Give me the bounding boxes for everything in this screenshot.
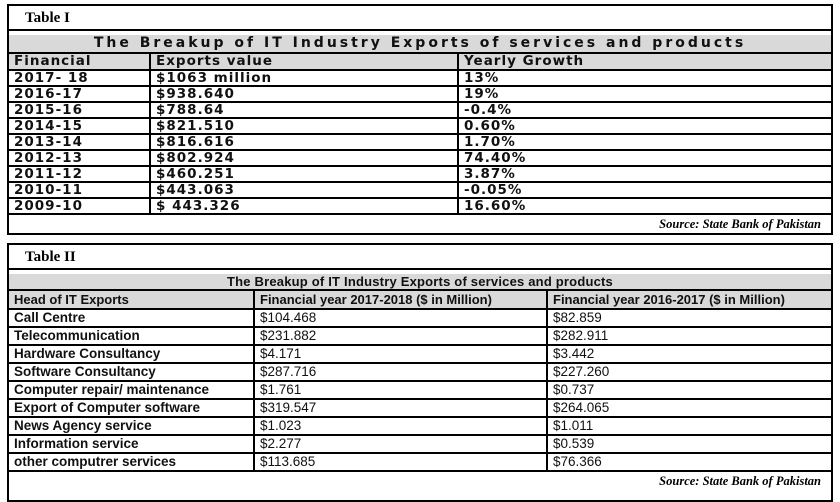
table-row: 2016-17 $938.640 19%: [9, 85, 831, 103]
table-cell: $231.882: [253, 326, 548, 346]
table-row: 2009-10 $ 443.326 16.60%: [9, 197, 831, 215]
table1-caption: Table I: [9, 6, 831, 31]
table-cell: 2009-10: [9, 197, 151, 215]
table-cell: $460.251: [149, 165, 459, 183]
table-cell: other computrer services: [9, 452, 255, 472]
table1-header-row: Financial Exports value Yearly Growth: [9, 52, 831, 71]
column-header-fy-2016-2017: Financial year 2016-2017 ($ in Million): [546, 289, 831, 310]
table2: The Breakup of IT Industry Exports of se…: [9, 274, 831, 472]
table1-container: Table I The Breakup of IT Industry Expor…: [7, 4, 833, 235]
table2-header-row: Head of IT Exports Financial year 2017-2…: [9, 289, 831, 310]
table-cell: $816.616: [149, 133, 459, 151]
table-row: 2010-11 $443.063 -0.05%: [9, 181, 831, 199]
table-row: Call Centre $104.468 $82.859: [9, 308, 831, 328]
table-cell: 2011-12: [9, 165, 151, 183]
table-row: Software Consultancy $287.716 $227.260: [9, 362, 831, 382]
table2-title: The Breakup of IT Industry Exports of se…: [9, 274, 831, 291]
table-cell: 2017- 18: [9, 69, 151, 87]
table-cell: Hardware Consultancy: [9, 344, 255, 364]
table-row: Export of Computer software $319.547 $264.…: [9, 398, 831, 418]
table-cell: 2016-17: [9, 85, 151, 103]
table-cell: $443.063: [149, 181, 459, 199]
table2-title-row: The Breakup of IT Industry Exports of se…: [9, 274, 831, 291]
column-header-head-of-it-exports: Head of IT Exports: [9, 289, 255, 310]
table1-source-note: Source: State Bank of Pakistan: [659, 217, 821, 231]
table-row: 2015-16 $788.64 -0.4%: [9, 101, 831, 119]
table-cell: $788.64: [149, 101, 459, 119]
table-cell: $3.442: [546, 344, 831, 364]
table-cell: $0.539: [546, 434, 831, 454]
table-cell: 74.40%: [457, 149, 831, 167]
table-cell: $264.065: [546, 398, 831, 418]
column-header-exports-value: Exports value: [149, 52, 459, 71]
table-cell: $227.260: [546, 362, 831, 382]
table-cell: 2013-14: [9, 133, 151, 151]
table1-body: 2017- 18 $1063 million 13% 2016-17 $938.640 1…: [9, 69, 831, 215]
table-row: other computrer services $113.685 $76.366: [9, 452, 831, 472]
table-cell: 1.70%: [457, 133, 831, 151]
table-cell: 2015-16: [9, 101, 151, 119]
table-cell: -0.4%: [457, 101, 831, 119]
table-cell: Software Consultancy: [9, 362, 255, 382]
table-cell: $319.547: [253, 398, 548, 418]
table-cell: $113.685: [253, 452, 548, 472]
table-cell: $1.761: [253, 380, 548, 400]
table-cell: $2.277: [253, 434, 548, 454]
table-row: 2014-15 $821.510 0.60%: [9, 117, 831, 135]
table-cell: $1063 million: [149, 69, 459, 87]
table-row: 2013-14 $816.616 1.70%: [9, 133, 831, 151]
table-cell: $4.171: [253, 344, 548, 364]
table1-title-row: The Breakup of IT Industry Exports of se…: [9, 35, 831, 54]
table-cell: $76.366: [546, 452, 831, 472]
table-cell: $82.859: [546, 308, 831, 328]
table-cell: $ 443.326: [149, 197, 459, 215]
table-cell: $0.737: [546, 380, 831, 400]
table-cell: $821.510: [149, 117, 459, 135]
table-cell: 3.87%: [457, 165, 831, 183]
column-header-fy-2017-2018: Financial year 2017-2018 ($ in Million): [253, 289, 548, 310]
table-cell: 13%: [457, 69, 831, 87]
table-row: 2011-12 $460.251 3.87%: [9, 165, 831, 183]
table-cell: News Agency service: [9, 416, 255, 436]
table2-body: Call Centre $104.468 $82.859 Telecommunicat…: [9, 308, 831, 472]
table-cell: $802.924: [149, 149, 459, 167]
table-cell: $104.468: [253, 308, 548, 328]
table-row: Computer repair/ maintenance $1.761 $0.737: [9, 380, 831, 400]
table2-caption: Table II: [9, 245, 831, 270]
table-cell: $938.640: [149, 85, 459, 103]
table-cell: $1.023: [253, 416, 548, 436]
table-row: Information service $2.277 $0.539: [9, 434, 831, 454]
table-cell: Computer repair/ maintenance: [9, 380, 255, 400]
table-row: News Agency service $1.023 $1.011: [9, 416, 831, 436]
table1-title: The Breakup of IT Industry Exports of se…: [9, 35, 831, 54]
table-row: Telecommunication $231.882 $282.911: [9, 326, 831, 346]
table-row: 2017- 18 $1063 million 13%: [9, 69, 831, 87]
column-header-financial: Financial: [9, 52, 151, 71]
table-cell: 2010-11: [9, 181, 151, 199]
column-header-yearly-growth: Yearly Growth: [457, 52, 831, 71]
table-cell: 16.60%: [457, 197, 831, 215]
table-cell: Call Centre: [9, 308, 255, 328]
table-cell: Telecommunication: [9, 326, 255, 346]
table-cell: -0.05%: [457, 181, 831, 199]
table-cell: 19%: [457, 85, 831, 103]
table-cell: 2012-13: [9, 149, 151, 167]
table-cell: $282.911: [546, 326, 831, 346]
table-cell: $287.716: [253, 362, 548, 382]
table-cell: 0.60%: [457, 117, 831, 135]
table-cell: $1.011: [546, 416, 831, 436]
table-row: Hardware Consultancy $4.171 $3.442: [9, 344, 831, 364]
table-row: 2012-13 $802.924 74.40%: [9, 149, 831, 167]
table2-source-note: Source: State Bank of Pakistan: [659, 474, 821, 488]
table-cell: Information service: [9, 434, 255, 454]
table-cell: 2014-15: [9, 117, 151, 135]
table1: The Breakup of IT Industry Exports of se…: [9, 35, 831, 215]
table-cell: Export of Computer software: [9, 398, 255, 418]
table2-container: Table II The Breakup of IT Industry Expo…: [7, 243, 833, 502]
